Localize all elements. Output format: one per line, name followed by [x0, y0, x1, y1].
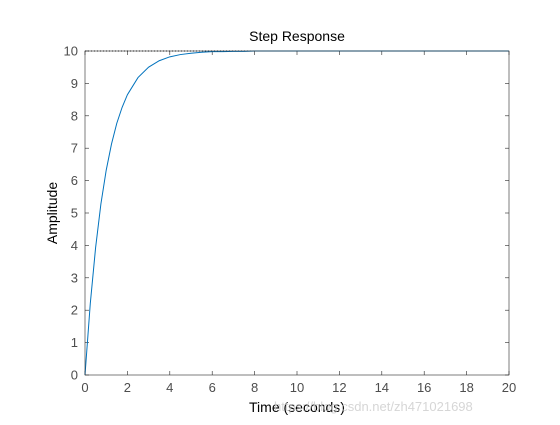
y-tick-labels: 0 1 2 3 4 5 6 7 8 9 10: [64, 44, 78, 383]
x-tick-label: 6: [209, 380, 216, 395]
y-tick-label: 1: [71, 335, 78, 350]
x-tick-label: 14: [375, 380, 389, 395]
y-tick-label: 5: [71, 206, 78, 221]
chart-title: Step Response: [249, 28, 345, 44]
x-tick-labels: 0 2 4 6 8 10 12 14 16 18 20: [81, 380, 516, 395]
y-tick-label: 10: [64, 44, 78, 59]
x-tick-label: 0: [81, 380, 88, 395]
x-tick-label: 10: [290, 380, 304, 395]
y-tick-label: 7: [71, 141, 78, 156]
y-tick-label: 3: [71, 270, 78, 285]
plot-area: [85, 51, 509, 375]
x-axis-label: Time (seconds): [249, 399, 345, 415]
x-tick-label: 4: [166, 380, 173, 395]
x-tick-label: 12: [332, 380, 346, 395]
y-tick-label: 9: [71, 76, 78, 91]
y-tick-label: 6: [71, 173, 78, 188]
y-tick-label: 8: [71, 108, 78, 123]
y-tick-label: 4: [71, 238, 78, 253]
y-tick-label: 0: [71, 368, 78, 383]
x-tick-label: 2: [124, 380, 131, 395]
y-tick-label: 2: [71, 303, 78, 318]
x-tick-label: 18: [459, 380, 473, 395]
x-tick-label: 8: [251, 380, 258, 395]
x-tick-label: 16: [417, 380, 431, 395]
axes-box: [84, 50, 510, 376]
x-tick-label: 20: [502, 380, 516, 395]
y-axis-label: Amplitude: [44, 182, 60, 244]
watermark-text: https://blog.csdn.net/zh471021698: [274, 399, 473, 414]
